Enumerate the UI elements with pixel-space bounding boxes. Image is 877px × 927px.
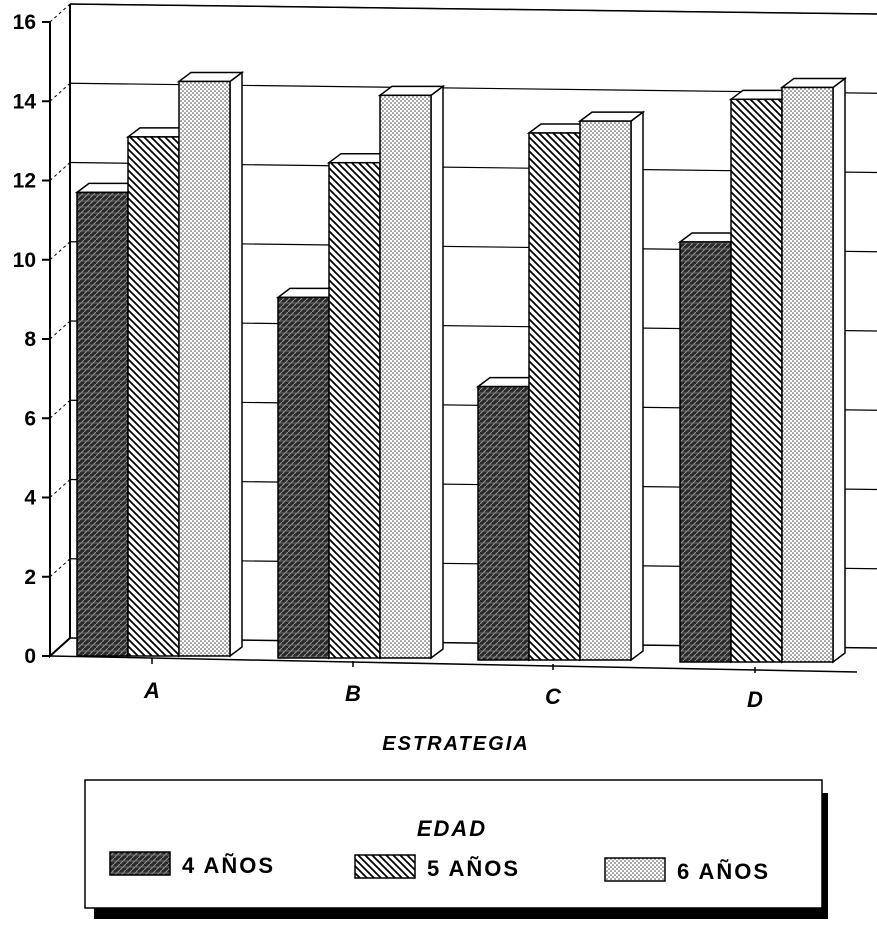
x-category-label: D: [747, 687, 763, 712]
y-tick-label: 16: [13, 11, 36, 34]
bar-front: [477, 385, 530, 661]
bar-front: [579, 120, 632, 661]
bar-top: [779, 77, 848, 89]
y-tick-label: 2: [24, 566, 36, 589]
bar-side: [630, 110, 644, 662]
bar-side: [229, 70, 243, 658]
legend-swatch: [604, 857, 666, 882]
legend-label: 5 AÑOS: [427, 856, 520, 881]
bar-front: [178, 80, 231, 657]
x-axis-label: ESTRATEGIA: [382, 733, 529, 755]
bars: [74, 70, 848, 664]
bar-front: [781, 86, 834, 663]
legend-swatch: [109, 851, 171, 876]
legend-box: [84, 779, 823, 909]
legend-label: 4 AÑOS: [182, 853, 275, 878]
x-axis-categories: A B C D: [143, 658, 763, 712]
gridline-diagonal: [49, 479, 71, 498]
legend: EDAD 4 AÑOS 5 AÑOS 6 AÑOS: [84, 779, 828, 919]
x-category-label: C: [545, 684, 562, 709]
bar: [577, 110, 646, 662]
y-tick-label: 14: [13, 90, 37, 113]
x-category-label: B: [345, 681, 361, 706]
y-tick-label: 6: [24, 407, 36, 430]
bar-side: [430, 84, 444, 660]
bar-front: [328, 161, 381, 659]
legend-item: 5 AÑOS: [354, 854, 520, 881]
bar-top: [577, 111, 646, 122]
gridline-diagonal: [49, 241, 71, 261]
gridline-diagonal: [49, 399, 71, 419]
bar-front: [127, 136, 180, 657]
y-tick-label: 4: [24, 487, 36, 510]
bar-front: [277, 296, 330, 659]
bar-front: [679, 241, 732, 663]
bar: [377, 84, 446, 660]
gridline-diagonal: [49, 162, 71, 181]
bar-top: [176, 71, 245, 83]
y-tick-label: 8: [24, 328, 36, 351]
legend-item: 4 AÑOS: [109, 851, 275, 878]
x-category-label: A: [143, 678, 160, 703]
bar-front: [76, 191, 129, 657]
bar-front: [379, 94, 432, 659]
legend-title: EDAD: [417, 816, 487, 841]
bar-front: [528, 132, 581, 661]
legend-swatch: [354, 854, 416, 879]
bar: [779, 76, 848, 664]
legend-item: 6 AÑOS: [604, 857, 770, 884]
gridline-diagonal: [49, 320, 71, 340]
y-tick-label: 0: [24, 645, 36, 668]
y-axis-ticks: 0 2 4 6 8 10 12 14 16: [13, 11, 50, 668]
gridline-diagonal: [49, 558, 71, 578]
y-tick-label: 10: [13, 249, 36, 272]
bar-top: [377, 85, 446, 97]
y-tick-label: 12: [13, 170, 36, 193]
legend-label: 6 AÑOS: [677, 859, 770, 884]
bar-side: [832, 76, 846, 664]
gridline-diagonal: [49, 3, 71, 23]
bar-front: [730, 98, 783, 663]
gridline-diagonal: [49, 82, 71, 102]
bar: [176, 70, 245, 658]
gridline: [69, 3, 877, 15]
